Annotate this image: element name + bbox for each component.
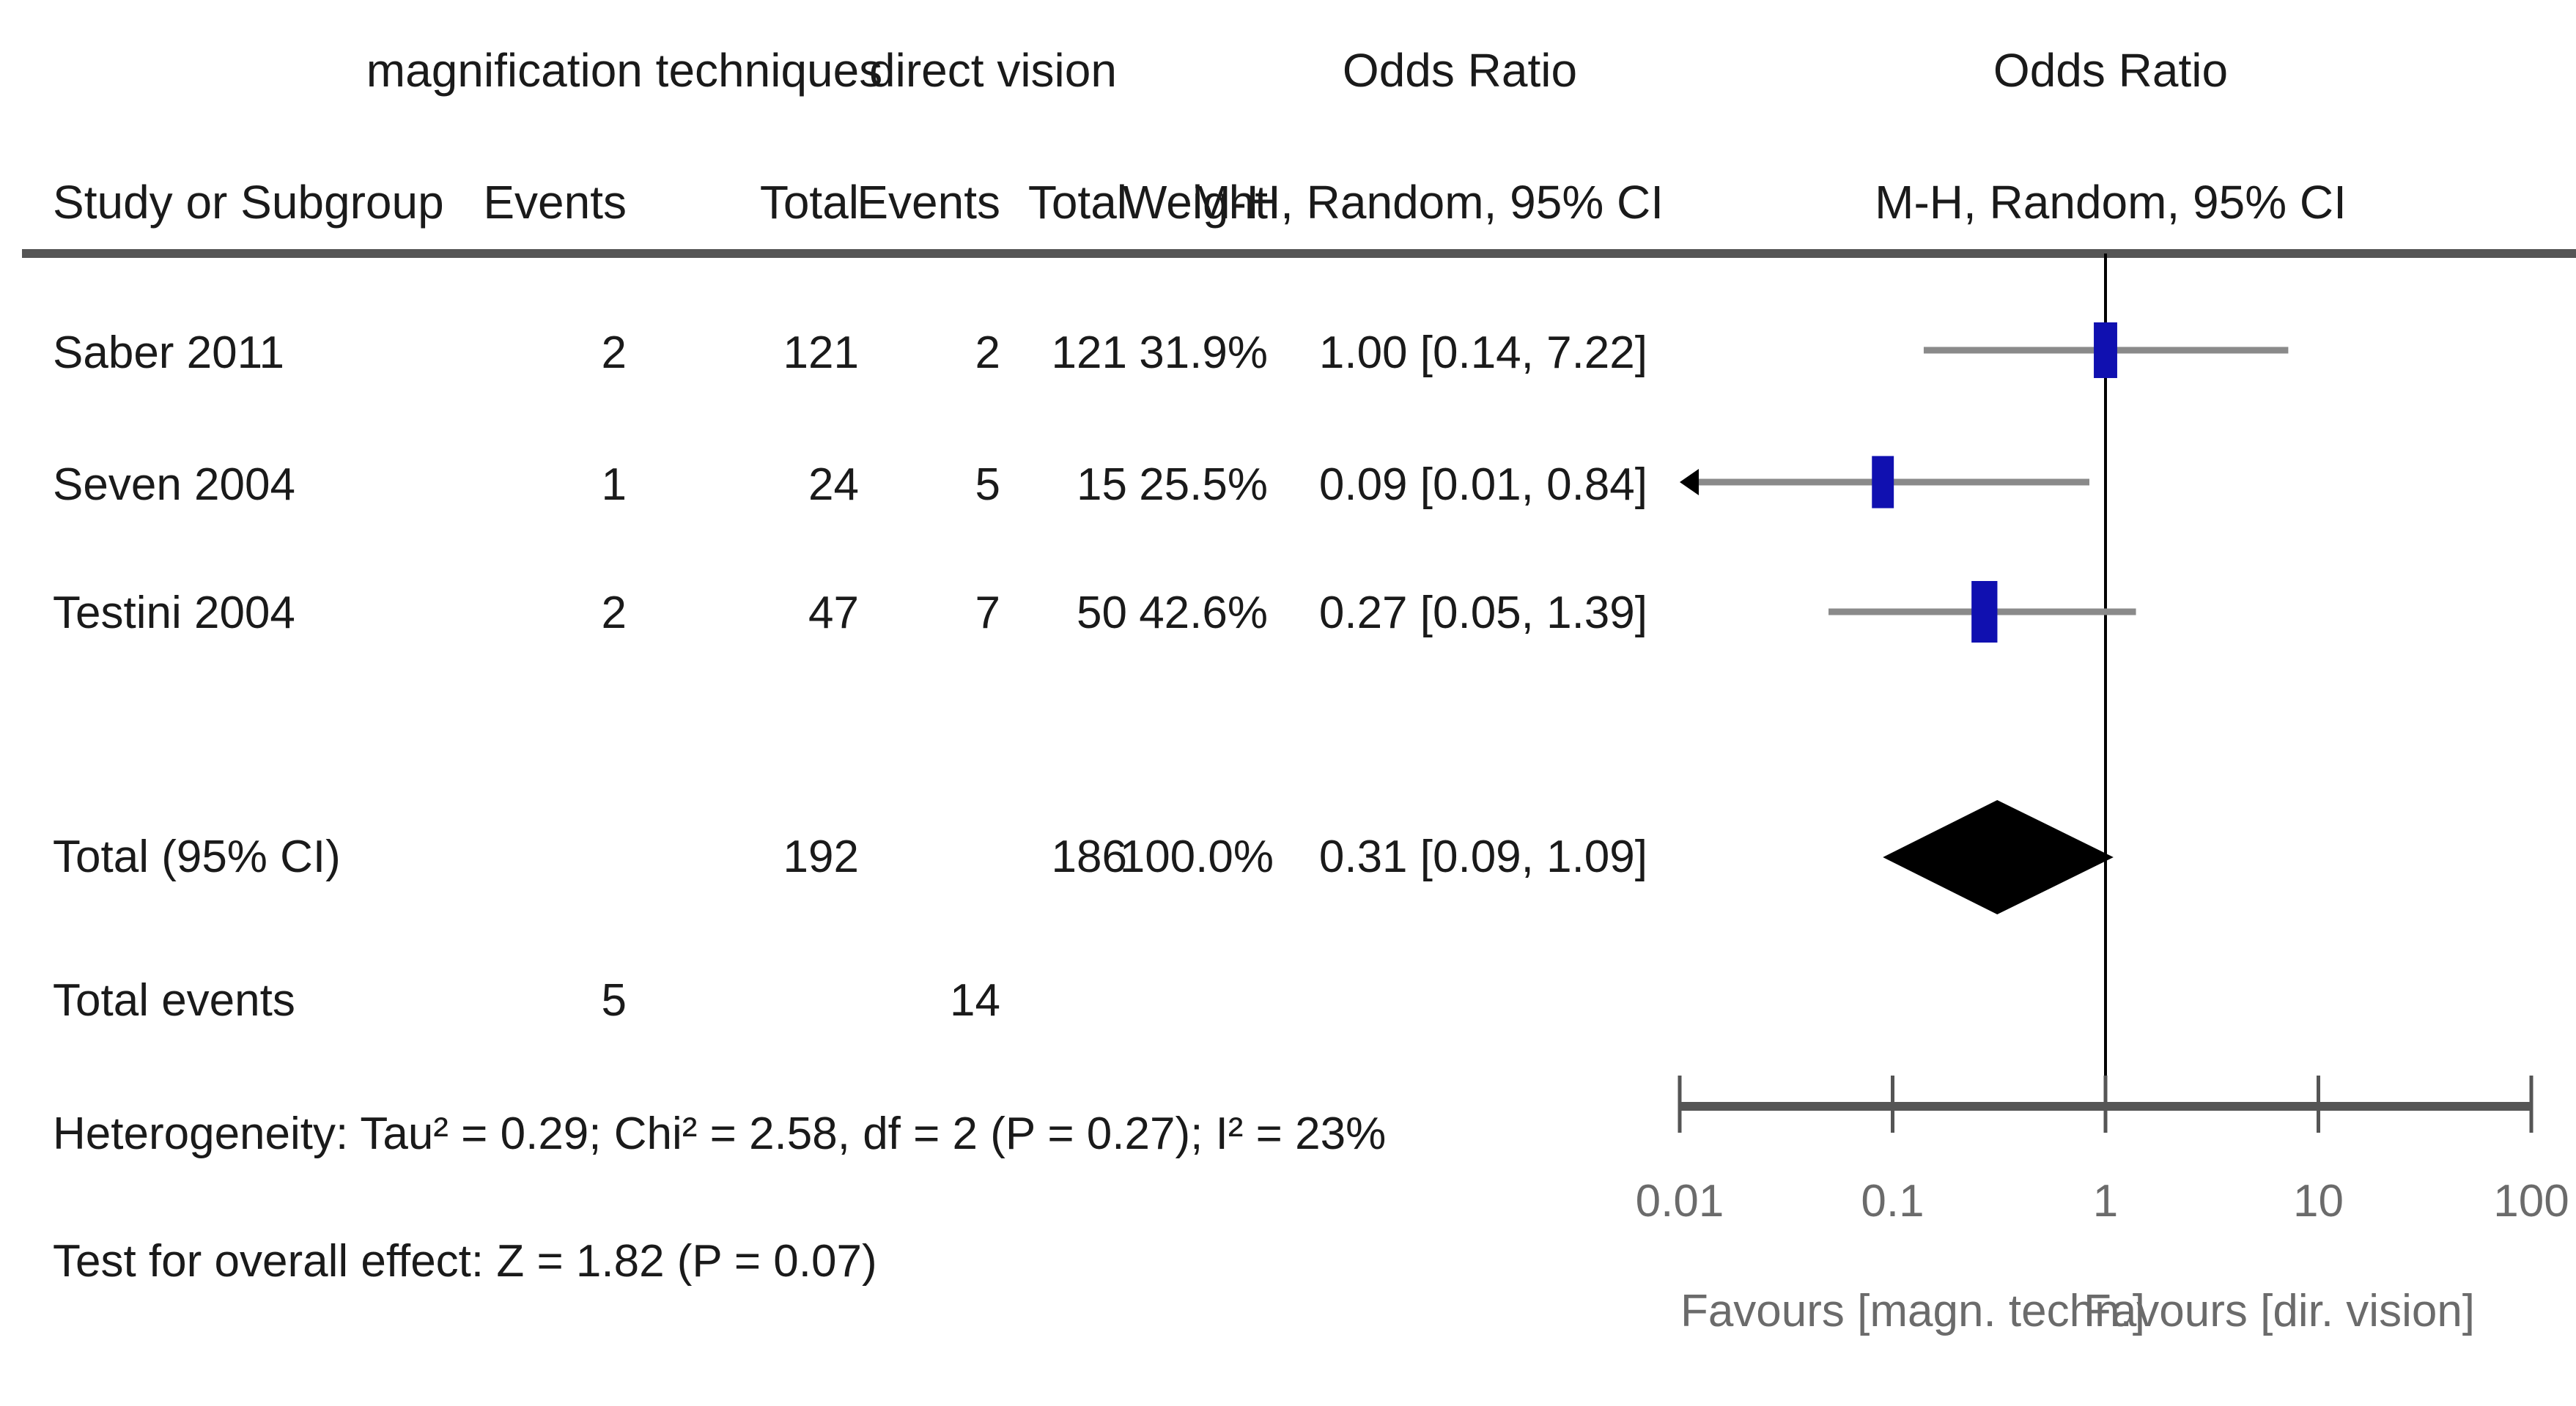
total-label: Total (95% CI) [53, 832, 341, 882]
x-axis-ticks: 0.01 0.1 1 10 100 [1636, 1076, 2569, 1226]
study-column-header: Study or Subgroup [53, 176, 444, 229]
favours-right-label: Favours [dir. vision] [2084, 1286, 2475, 1336]
study-row: Seven 2004 1 24 5 15 25.5% 0.09 [0.01, 0… [53, 459, 1647, 510]
total-weight: 100.0% [1120, 832, 1274, 882]
events1-column-header: Events [483, 176, 627, 229]
events1-cell: 2 [602, 588, 627, 638]
total1-cell: 47 [808, 588, 859, 638]
ci-text-cell: 1.00 [0.14, 7.22] [1319, 328, 1647, 378]
x-tick-label: 1 [2093, 1176, 2118, 1226]
favours-left-label: Favours [magn. techn.] [1680, 1286, 2145, 1336]
plot-measure-header: Odds Ratio [1993, 44, 2228, 97]
study-marker [1971, 581, 1998, 643]
study-markers [1680, 322, 2289, 643]
x-tick-label: 100 [2493, 1176, 2569, 1226]
heterogeneity-text: Heterogeneity: Tau² = 0.29; Chi² = 2.58,… [53, 1109, 1386, 1159]
x-tick-label: 0.1 [1861, 1176, 1924, 1226]
study-row: Saber 2011 2 121 2 121 31.9% 1.00 [0.14,… [53, 328, 1647, 378]
weight-cell: 25.5% [1139, 459, 1268, 510]
events2-cell: 5 [975, 459, 1000, 510]
total-events1: 5 [602, 975, 627, 1026]
events2-column-header: Events [857, 176, 1000, 229]
total2-column-header: Total [1028, 176, 1127, 229]
effect-measure-header: Odds Ratio [1343, 44, 1577, 97]
study-marker [1872, 456, 1894, 508]
total2-sum: 186 [1052, 832, 1127, 882]
study-name: Seven 2004 [53, 459, 295, 510]
plot-area: 0.01 0.1 1 10 100 [1636, 254, 2569, 1226]
x-tick-label: 10 [2293, 1176, 2344, 1226]
study-name: Testini 2004 [53, 588, 295, 638]
total2-cell: 121 [1052, 328, 1127, 378]
total2-cell: 50 [1077, 588, 1127, 638]
total-row: Total (95% CI) 192 186 100.0% 0.31 [0.09… [53, 832, 1647, 882]
total2-cell: 15 [1077, 459, 1127, 510]
effect-method-header: M-H, Random, 95% CI [1192, 176, 1664, 229]
total-events-label: Total events [53, 975, 295, 1026]
total1-cell: 24 [808, 459, 859, 510]
plot-method-header: M-H, Random, 95% CI [1875, 176, 2347, 229]
events2-cell: 2 [975, 328, 1000, 378]
study-name: Saber 2011 [53, 328, 284, 378]
events1-cell: 1 [602, 459, 627, 510]
ci-arrow [1680, 469, 1699, 495]
x-tick-label: 0.01 [1636, 1176, 1724, 1226]
weight-cell: 31.9% [1139, 328, 1268, 378]
total1-sum: 192 [783, 832, 859, 882]
total1-column-header: Total [760, 176, 859, 229]
ci-text-cell: 0.09 [0.01, 0.84] [1319, 459, 1647, 510]
total-events-row: Total events 5 14 [53, 975, 1000, 1026]
weight-column-header: Weight [1123, 176, 1268, 229]
total-ci-text: 0.31 [0.09, 1.09] [1319, 832, 1647, 882]
group1-header: magnification techniques [366, 44, 882, 97]
total-events2: 14 [950, 975, 1000, 1026]
study-row: Testini 2004 2 47 7 50 42.6% 0.27 [0.05,… [53, 588, 1647, 638]
total1-cell: 121 [783, 328, 859, 378]
ci-text-cell: 0.27 [0.05, 1.39] [1319, 588, 1647, 638]
pooled-diamond [1883, 800, 2114, 914]
events2-cell: 7 [975, 588, 1000, 638]
group2-header: direct vision [869, 44, 1117, 97]
weight-cell: 42.6% [1139, 588, 1268, 638]
overall-effect-text: Test for overall effect: Z = 1.82 (P = 0… [53, 1236, 877, 1287]
study-marker [2094, 322, 2117, 378]
events1-cell: 2 [602, 328, 627, 378]
